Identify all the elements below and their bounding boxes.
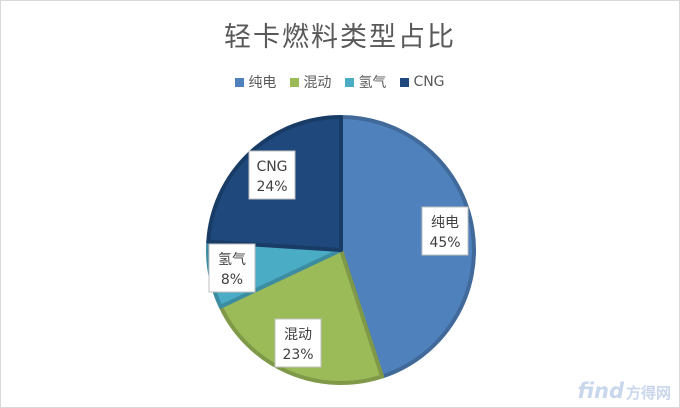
data-label-value: 24%	[256, 179, 287, 195]
data-label-value: 8%	[221, 272, 243, 288]
data-label-value: 23%	[282, 347, 313, 363]
legend-label: CNG	[413, 74, 445, 90]
legend-swatch	[400, 77, 410, 87]
watermark-text: 方得网	[625, 384, 671, 402]
data-label-box	[208, 243, 256, 293]
legend-item-cng: CNG	[400, 72, 445, 92]
watermark-logo-text: find	[577, 379, 624, 403]
pie-slice-hybrid	[218, 248, 385, 385]
legend-item-hybrid: 混动	[290, 72, 331, 92]
data-label-value: 45%	[429, 235, 460, 251]
legend-item-pure-electric: 纯电	[235, 72, 276, 92]
pie-slice-pure-electric	[339, 115, 476, 379]
data-label-box	[248, 150, 296, 200]
data-label-box	[274, 318, 322, 368]
legend-swatch	[345, 77, 355, 87]
watermark-logo: find 方得网	[577, 379, 671, 403]
legend-label: 纯电	[248, 75, 277, 91]
legend-swatch	[235, 77, 245, 87]
data-label-box	[421, 206, 469, 256]
data-label-cng: CNG 24%	[248, 150, 296, 200]
legend-item-hydrogen: 氢气	[345, 72, 386, 92]
data-label-category: 纯电	[431, 215, 459, 231]
legend-label: 混动	[303, 75, 332, 91]
chart-title: 轻卡燃料类型占比	[224, 22, 456, 53]
data-label-pure-electric: 纯电 45%	[421, 206, 469, 256]
data-label-hydrogen: 氢气 8%	[208, 243, 256, 293]
data-label-category: 氢气	[218, 252, 246, 268]
legend-label: 氢气	[358, 75, 387, 91]
data-label-category: 混动	[284, 327, 312, 343]
data-label-category: CNG	[256, 159, 287, 175]
legend-swatch	[290, 77, 300, 87]
data-label-hybrid: 混动 23%	[274, 318, 322, 368]
chart-legend: 纯电 混动 氢气 CNG	[1, 72, 679, 92]
